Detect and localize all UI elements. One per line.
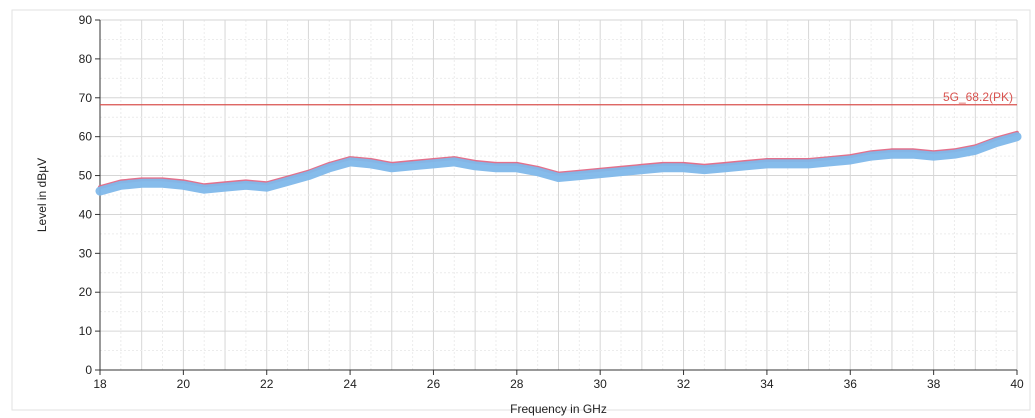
label-layer: 0 10 20 30 40 50 60 70 80 90 18 20 22 24 26 28 30 32 34 36 3…: [79, 13, 1024, 391]
y-axis-title: Level in dBµV: [35, 158, 49, 232]
y-tick-label: 70: [79, 91, 93, 105]
series-layer: [95, 130, 1022, 196]
y-tick-label: 50: [79, 169, 93, 183]
y-tick-label: 90: [79, 13, 93, 27]
x-tick-label: 36: [844, 377, 858, 391]
y-tick-label: 60: [79, 130, 93, 144]
x-tick-label: 22: [260, 377, 274, 391]
y-tick-label: 40: [79, 207, 93, 221]
x-axis-title: Frequency in GHz: [510, 402, 607, 416]
y-tick-label: 20: [79, 285, 93, 299]
limit-line-label: 5G_68.2(PK): [943, 90, 1013, 104]
x-tick-label: 40: [1010, 377, 1024, 391]
y-tick-label: 10: [79, 324, 93, 338]
x-tick-label: 18: [93, 377, 107, 391]
x-tick-label: 30: [594, 377, 608, 391]
y-tick-label: 0: [85, 363, 92, 377]
limit-layer: 5G_68.2(PK): [100, 90, 1017, 106]
x-tick-label: 34: [760, 377, 774, 391]
y-tick-label: 30: [79, 246, 93, 260]
x-tick-label: 26: [427, 377, 441, 391]
x-tick-label: 24: [343, 377, 357, 391]
x-tick-label: 38: [927, 377, 941, 391]
x-tick-label: 32: [677, 377, 691, 391]
grid: [99, 19, 1018, 371]
x-tick-label: 28: [510, 377, 524, 391]
x-tick-label: 20: [177, 377, 191, 391]
y-tick-label: 80: [79, 52, 93, 66]
plot-frame: [11, 9, 1031, 411]
